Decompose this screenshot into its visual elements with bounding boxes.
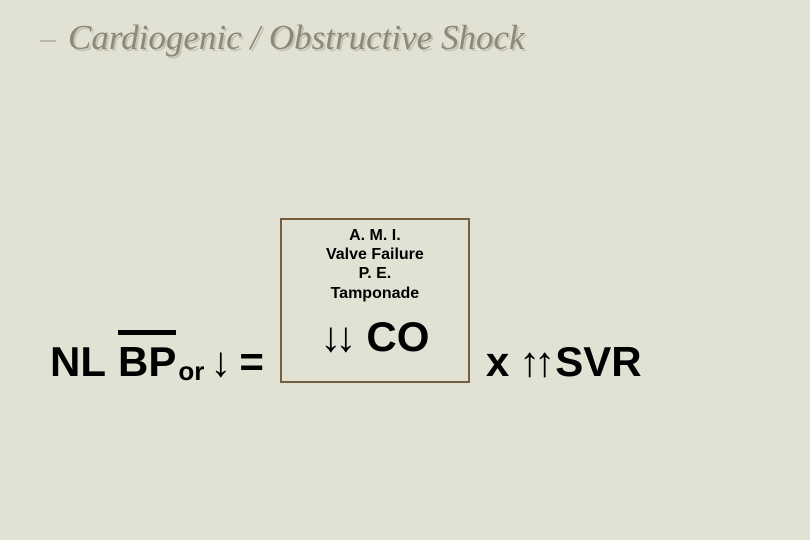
equals-sign: = — [239, 338, 264, 386]
co-box-wrapper: A. M. I. Valve Failure P. E. Tamponade ↓… — [264, 218, 470, 383]
svr-label: SVR — [555, 338, 641, 386]
svr-term: ↑↑ SVR — [519, 338, 641, 386]
slide-title-area: Cardiogenic / Obstructive Shock Cardioge… — [68, 18, 525, 58]
co-term: ↓↓ CO — [320, 313, 429, 361]
double-up-arrow-icon: ↑↑ — [519, 338, 549, 386]
co-label: CO — [366, 313, 429, 361]
title-bullet-dash — [40, 40, 56, 42]
cause-valve-failure: Valve Failure — [326, 245, 424, 264]
co-causes-box: A. M. I. Valve Failure P. E. Tamponade ↓… — [280, 218, 470, 383]
nl-label: NL — [50, 338, 106, 386]
equation-row: NL BP or ↓ = A. M. I. Valve Failure P. E… — [50, 280, 770, 445]
cause-pe: P. E. — [326, 264, 424, 283]
down-arrow-icon: ↓ — [210, 338, 231, 386]
bp-overline — [118, 330, 176, 335]
bp-label: BP — [118, 338, 176, 385]
cause-tamponade: Tamponade — [326, 284, 424, 303]
equation-right: x ↑↑ SVR — [470, 338, 642, 386]
bp-mean-group: BP — [118, 338, 176, 386]
equation-left: NL BP or ↓ = — [50, 338, 264, 386]
causes-list: A. M. I. Valve Failure P. E. Tamponade — [326, 220, 424, 313]
or-label: or — [178, 356, 204, 387]
slide-title: Cardiogenic / Obstructive Shock — [68, 18, 525, 58]
multiply-sign: x — [486, 338, 509, 386]
cause-ami: A. M. I. — [326, 226, 424, 245]
double-down-arrow-icon: ↓↓ — [320, 313, 350, 361]
